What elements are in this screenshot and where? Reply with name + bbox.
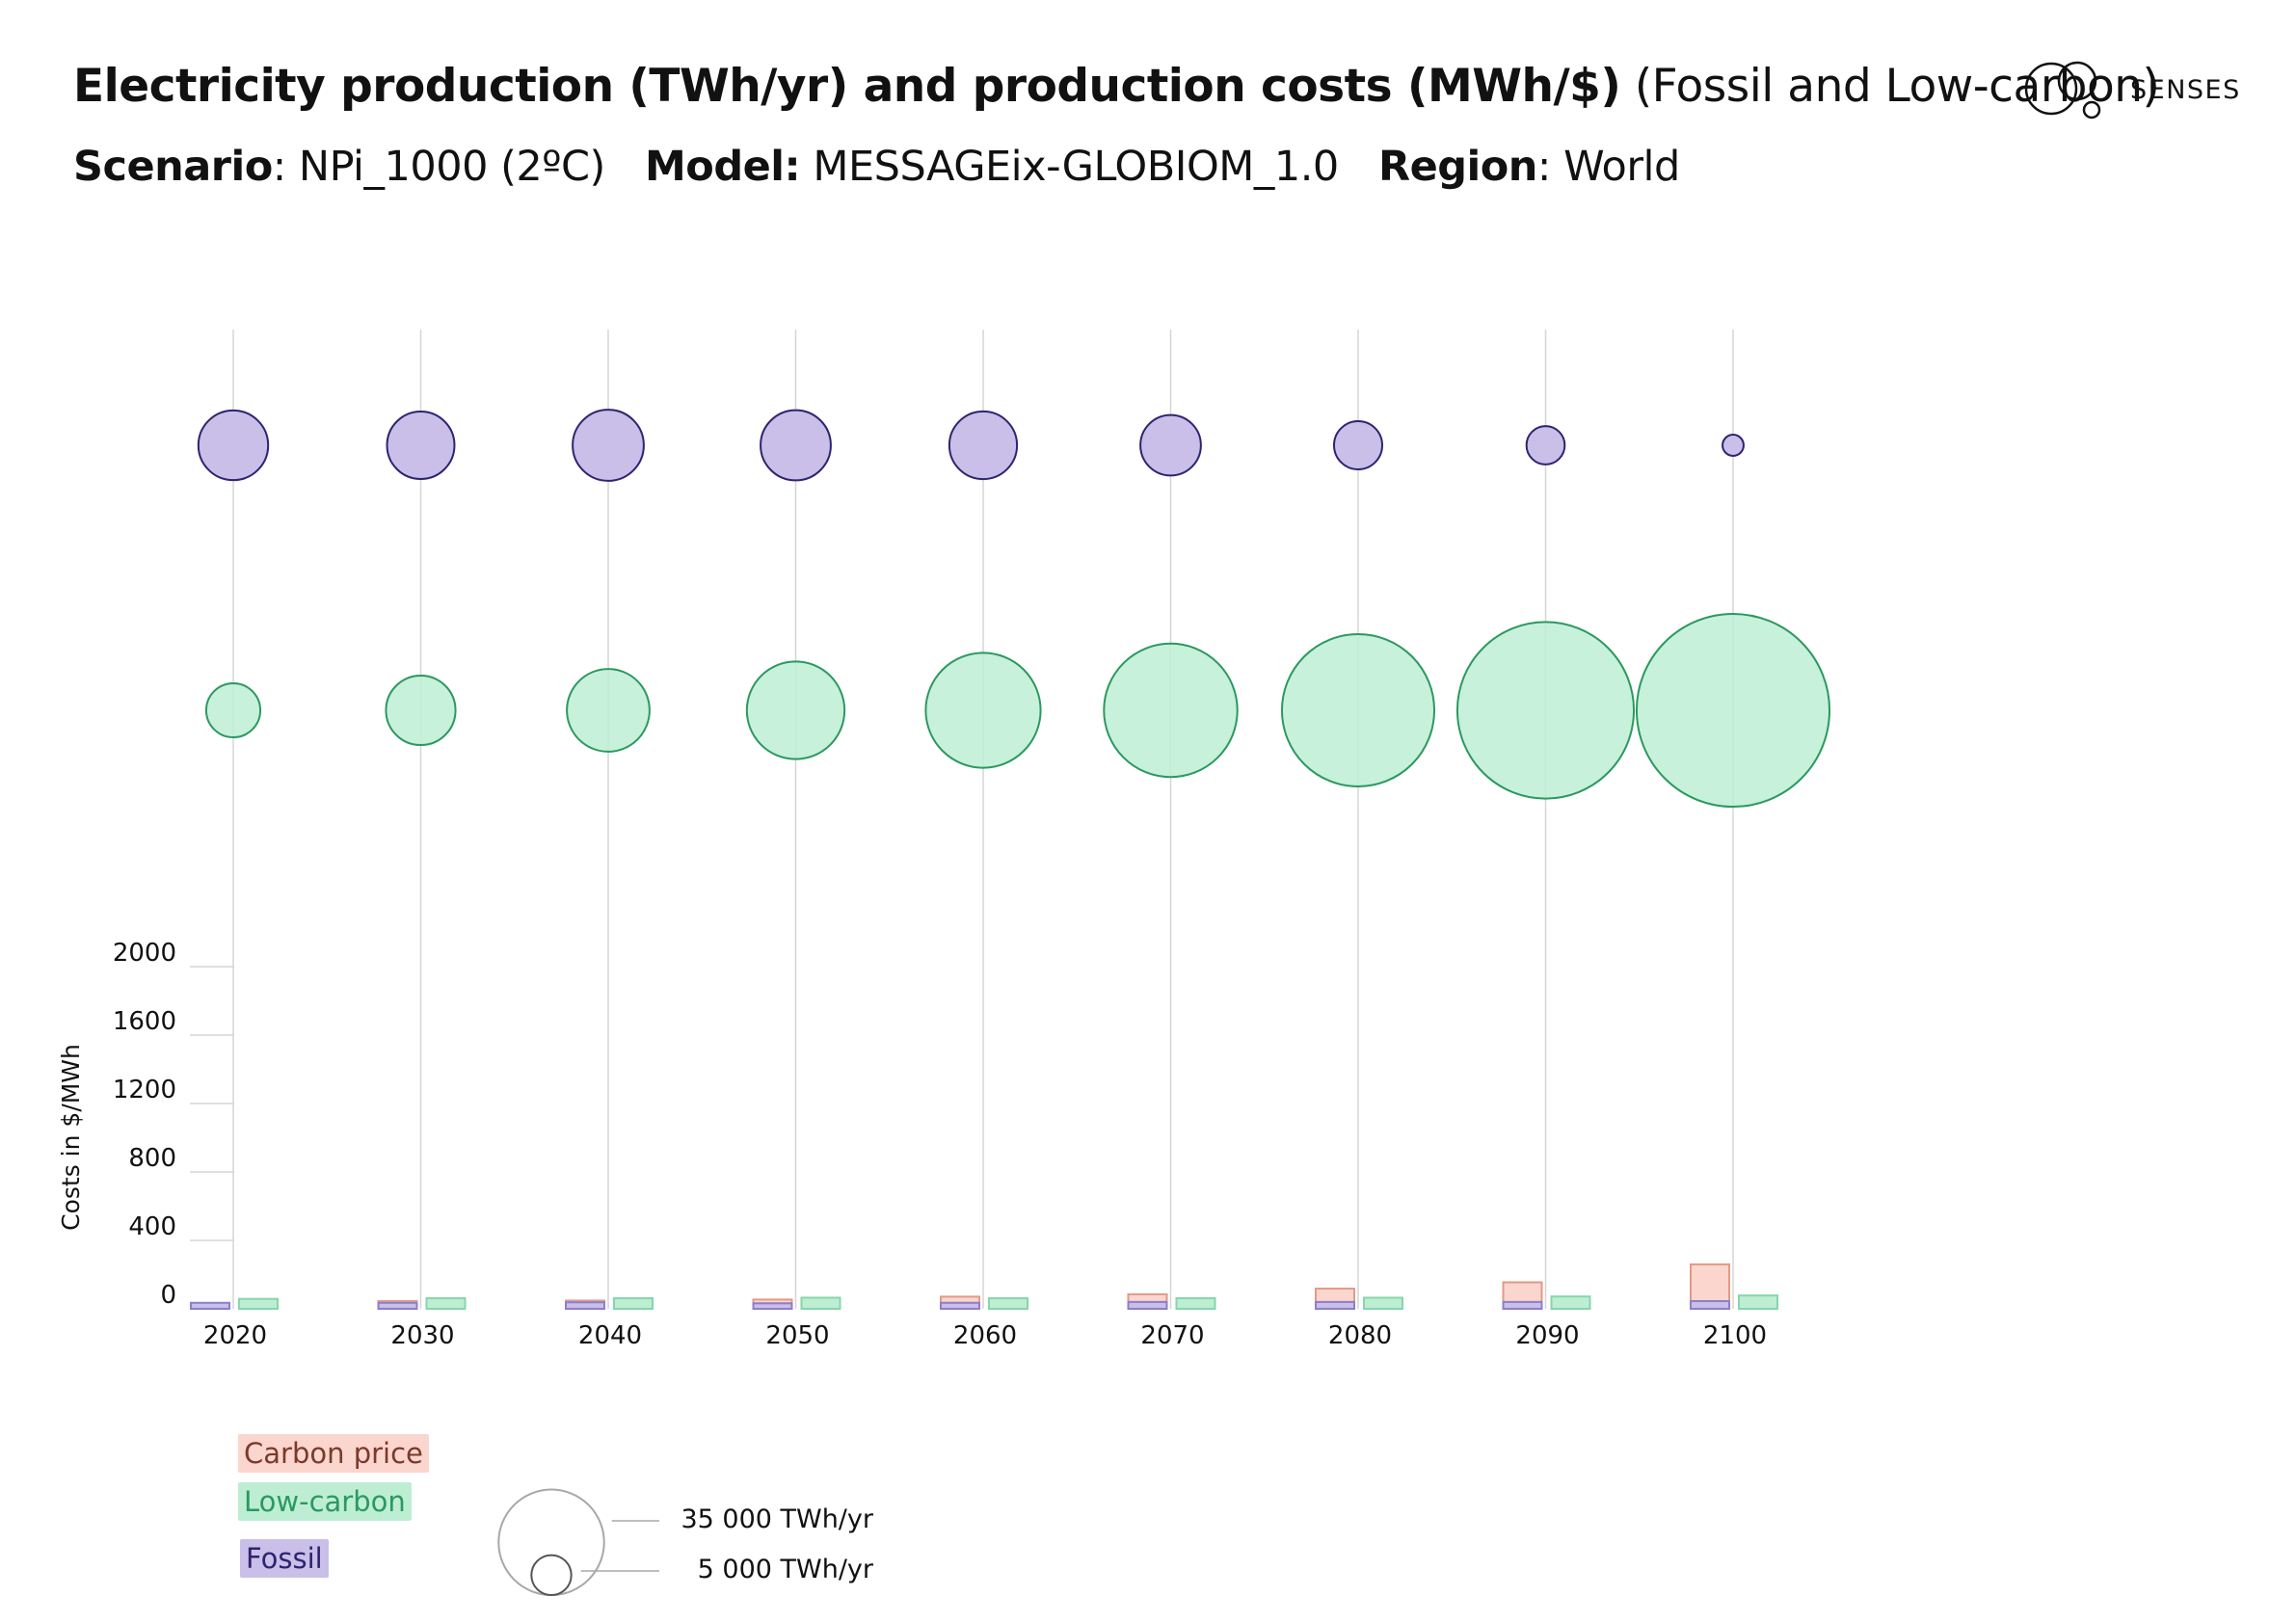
lowcarbon-bar-2030 bbox=[425, 1296, 467, 1310]
fossil-bubble-2080 bbox=[1333, 420, 1383, 470]
chart-title: Electricity production (TWh/yr) and prod… bbox=[73, 60, 2160, 113]
lowcarbon-bar-2040 bbox=[613, 1296, 654, 1310]
x-tick-label-2030: 2030 bbox=[390, 1321, 454, 1350]
x-tick-label-2100: 2100 bbox=[1703, 1321, 1767, 1350]
fossil-bubble-2060 bbox=[948, 410, 1019, 481]
x-tick-label-2090: 2090 bbox=[1515, 1321, 1579, 1350]
carbon-price-bar-2080 bbox=[1315, 1288, 1355, 1303]
carbon-price-bar-2070 bbox=[1127, 1292, 1168, 1303]
lowcarbon-bar-2090 bbox=[1550, 1295, 1591, 1310]
lowcarbon-bubble-2050 bbox=[745, 660, 846, 760]
size-legend-small-label: 5 000 TWh/yr bbox=[698, 1555, 874, 1584]
y-tick-label: 1200 bbox=[113, 1076, 176, 1104]
fossil-bubble-2030 bbox=[386, 411, 456, 480]
fossil-bubble-2050 bbox=[760, 409, 832, 482]
fossil-bar-2040 bbox=[565, 1301, 605, 1311]
x-tick-label-2050: 2050 bbox=[765, 1321, 829, 1350]
y-tick-label: 1600 bbox=[113, 1007, 176, 1036]
lowcarbon-bar-2080 bbox=[1363, 1296, 1403, 1311]
scenario-value: NPi_1000 (2ºC) bbox=[298, 143, 605, 191]
x-tick-label-2060: 2060 bbox=[953, 1321, 1017, 1350]
fossil-bar-2090 bbox=[1502, 1300, 1543, 1311]
lowcarbon-bubble-2030 bbox=[385, 674, 457, 747]
y-tick-label: 2000 bbox=[113, 939, 176, 968]
chart-subtitle: Scenario: NPi_1000 (2ºC) Model: MESSAGEi… bbox=[73, 143, 1680, 191]
x-tick-label-2040: 2040 bbox=[578, 1321, 642, 1350]
fossil-bubble-2100 bbox=[1722, 434, 1745, 457]
lowcarbon-bubble-2060 bbox=[924, 652, 1042, 769]
lowcarbon-bubble-2100 bbox=[1635, 612, 1831, 809]
y-tick-label: 0 bbox=[160, 1281, 176, 1310]
lowcarbon-bar-2050 bbox=[800, 1296, 841, 1311]
fossil-bar-2100 bbox=[1690, 1300, 1730, 1310]
lowcarbon-bubble-2020 bbox=[204, 681, 262, 739]
size-legend-large-circle bbox=[497, 1488, 605, 1597]
x-tick-label-2080: 2080 bbox=[1328, 1321, 1392, 1350]
lowcarbon-bar-2100 bbox=[1738, 1294, 1778, 1311]
lowcarbon-bubble-2040 bbox=[566, 668, 651, 753]
senses-logo: SENSES bbox=[2024, 56, 2241, 123]
size-legend-small-circle bbox=[530, 1554, 573, 1597]
logo-text: SENSES bbox=[2130, 74, 2241, 105]
model-value: MESSAGEix-GLOBIOM_1.0 bbox=[813, 143, 1339, 191]
fossil-bar-2080 bbox=[1315, 1300, 1355, 1311]
lowcarbon-bar-2070 bbox=[1175, 1296, 1216, 1310]
model-label: Model: bbox=[644, 143, 801, 191]
x-tick-label-2020: 2020 bbox=[203, 1321, 267, 1350]
y-tick-label: 400 bbox=[128, 1212, 176, 1241]
fossil-bubble-2070 bbox=[1139, 413, 1202, 477]
fossil-bar-2020 bbox=[190, 1301, 230, 1310]
region-value: World bbox=[1563, 143, 1680, 191]
fossil-bar-2060 bbox=[940, 1301, 980, 1310]
fossil-bar-2030 bbox=[377, 1301, 418, 1310]
region-label: Region bbox=[1377, 143, 1537, 191]
legend-fossil: Fossil bbox=[240, 1539, 329, 1578]
y-axis-label: Costs in $/MWh bbox=[57, 1044, 85, 1231]
lowcarbon-bubble-2090 bbox=[1455, 621, 1636, 800]
x-tick-label-2070: 2070 bbox=[1140, 1321, 1204, 1350]
y-tick-label: 800 bbox=[128, 1144, 176, 1173]
scenario-label: Scenario bbox=[73, 143, 273, 191]
fossil-bubble-2040 bbox=[572, 409, 645, 482]
carbon-price-bar-2100 bbox=[1690, 1263, 1730, 1303]
lowcarbon-bubble-2070 bbox=[1103, 642, 1239, 779]
lowcarbon-bar-2060 bbox=[988, 1296, 1028, 1310]
size-legend-large-label: 35 000 TWh/yr bbox=[681, 1504, 873, 1534]
lowcarbon-bubble-2080 bbox=[1280, 632, 1436, 788]
fossil-bar-2050 bbox=[752, 1302, 793, 1310]
lowcarbon-bar-2020 bbox=[238, 1297, 279, 1310]
fossil-bar-2070 bbox=[1127, 1300, 1168, 1311]
legend-low-carbon: Low-carbon bbox=[238, 1482, 412, 1521]
fossil-bubble-2020 bbox=[197, 409, 270, 482]
senses-circles-logo-icon bbox=[2024, 61, 2101, 120]
carbon-price-bar-2090 bbox=[1502, 1281, 1543, 1303]
title-main: Electricity production (TWh/yr) and prod… bbox=[73, 60, 1621, 113]
legend-carbon-price: Carbon price bbox=[238, 1434, 429, 1473]
fossil-bubble-2090 bbox=[1525, 425, 1566, 466]
